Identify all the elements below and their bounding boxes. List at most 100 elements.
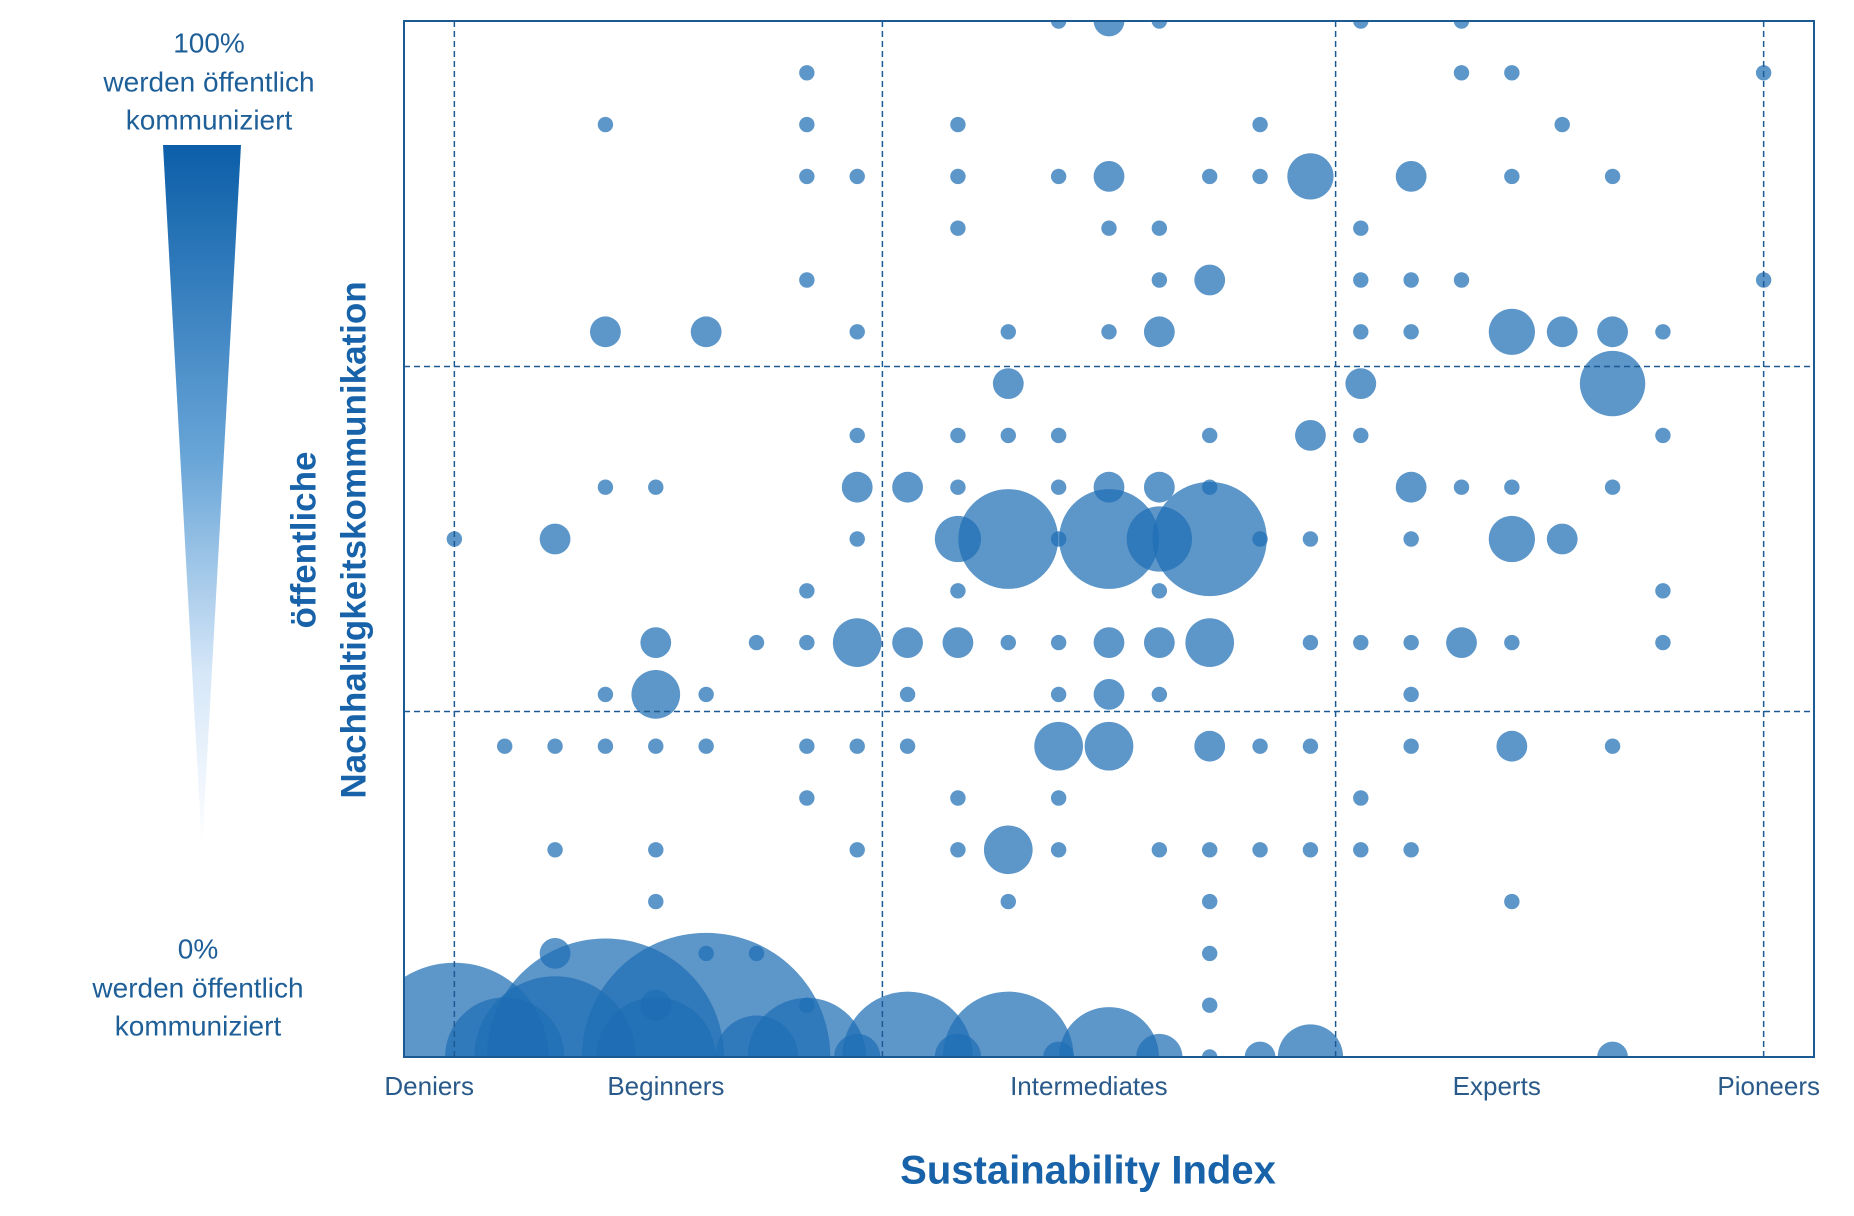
bubble <box>1353 21 1369 29</box>
bubble <box>1353 427 1369 444</box>
bubble <box>899 686 916 703</box>
bubble <box>1504 168 1520 185</box>
bubble <box>1050 790 1067 806</box>
bubble <box>849 531 865 547</box>
bubble <box>1403 686 1419 703</box>
bubble <box>1136 1033 1183 1057</box>
legend-text: 100% <box>173 27 245 58</box>
x-tick-label: Beginners <box>607 1071 724 1101</box>
bubble <box>747 997 866 1057</box>
bubble <box>1504 634 1520 651</box>
bubble <box>799 65 815 81</box>
bubble <box>1059 489 1159 589</box>
bubble <box>1151 272 1168 288</box>
bubble <box>849 168 865 185</box>
bubble <box>799 634 815 651</box>
bubble <box>597 738 614 754</box>
bubble <box>1488 308 1535 355</box>
bubble <box>1194 264 1226 296</box>
bubble <box>849 842 865 858</box>
bubble <box>597 686 614 703</box>
bubble <box>1453 21 1470 29</box>
bubble <box>1202 893 1218 910</box>
bubble <box>1604 479 1621 495</box>
legend-text: werden öffentlich <box>91 972 303 1003</box>
legend-text: kommuniziert <box>115 1010 282 1041</box>
bubble <box>1403 738 1419 754</box>
bubble <box>1597 316 1628 348</box>
bubble <box>1755 272 1772 288</box>
bubble <box>1202 1049 1218 1057</box>
bubble <box>1151 686 1168 703</box>
bubble <box>950 479 966 495</box>
bubble <box>1604 738 1621 754</box>
bubble <box>1655 427 1671 444</box>
bubble <box>899 738 916 754</box>
bubble <box>698 738 714 754</box>
bubble <box>1050 427 1067 444</box>
bubble <box>547 842 563 858</box>
bubble <box>1202 168 1218 185</box>
y-axis-title: öffentliche <box>284 452 323 629</box>
bubble <box>1252 531 1268 547</box>
bubble <box>1504 479 1520 495</box>
legend-text: 0% <box>178 933 218 964</box>
bubble <box>631 670 681 719</box>
bubble <box>597 479 614 495</box>
bubble <box>1302 842 1319 858</box>
bubble <box>1151 583 1168 599</box>
bubble <box>1093 679 1125 710</box>
bubble <box>1504 893 1520 910</box>
bubble <box>799 168 815 185</box>
bubble <box>1050 479 1067 495</box>
bubble <box>1597 1041 1628 1057</box>
bubble <box>1655 583 1671 599</box>
bubble <box>1101 324 1117 340</box>
bubble <box>1604 168 1621 185</box>
bubble <box>497 738 513 754</box>
bubble <box>1353 272 1369 288</box>
bubble <box>799 583 815 599</box>
bubble <box>1050 168 1067 185</box>
bubble <box>1488 515 1535 563</box>
bubble <box>640 627 672 658</box>
bubble <box>950 842 966 858</box>
bubble <box>1050 21 1067 29</box>
bubble <box>597 116 614 133</box>
bubble <box>950 427 966 444</box>
bubble <box>849 324 865 340</box>
bubble <box>648 479 664 495</box>
bubble <box>1302 738 1319 754</box>
bubble <box>698 686 714 703</box>
bubble <box>648 738 664 754</box>
bubble <box>1403 634 1419 651</box>
bubble <box>950 168 966 185</box>
bubble <box>1287 153 1334 200</box>
x-axis-title: Sustainability Index <box>900 1149 1276 1193</box>
bubble <box>1034 721 1083 771</box>
bubble <box>1084 721 1134 771</box>
bubble <box>992 368 1024 399</box>
bubble <box>1403 842 1419 858</box>
bubble <box>1655 324 1671 340</box>
x-tick-label: Intermediates <box>1010 1071 1168 1101</box>
bubble <box>1504 65 1520 81</box>
bubble <box>1185 618 1235 667</box>
bubble <box>1554 116 1570 133</box>
bubble <box>1453 272 1470 288</box>
bubble <box>1453 479 1470 495</box>
bubble <box>1252 116 1268 133</box>
bubble <box>799 272 815 288</box>
bubble <box>1353 220 1369 236</box>
bubble <box>1101 220 1117 236</box>
bubble <box>1000 324 1016 340</box>
bubble <box>1143 316 1175 348</box>
bubble <box>1345 368 1377 399</box>
bubble <box>1446 627 1477 658</box>
bubble <box>1655 634 1671 651</box>
bubble <box>950 116 966 133</box>
legend-text: werden öffentlich <box>102 66 314 97</box>
bubble <box>1244 1041 1276 1057</box>
